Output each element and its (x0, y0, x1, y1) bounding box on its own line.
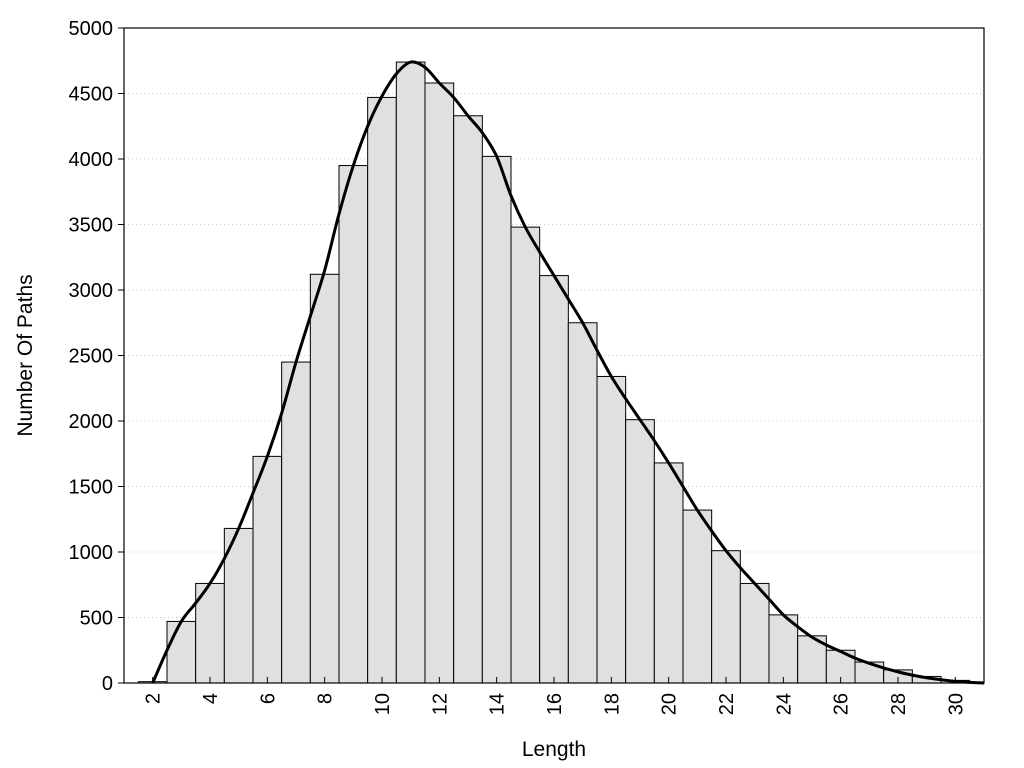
bar (739, 582, 770, 684)
x-tick-label: 12 (429, 693, 451, 715)
bar (281, 361, 311, 684)
y-tick-label: 2000 (69, 411, 114, 433)
density-curve (151, 60, 985, 685)
bar (309, 273, 340, 684)
bar (338, 165, 369, 684)
bar (481, 155, 512, 684)
x-tick-label: 26 (831, 693, 853, 715)
y-axis-ticks: 0 500 1000 1500 2000 2500 3000 3500 4000 4500 5000 (69, 18, 124, 695)
bar (195, 582, 225, 684)
y-tick-label: 2500 (69, 346, 114, 368)
bar (653, 462, 684, 684)
bar (252, 455, 283, 684)
bar (596, 375, 627, 684)
y-tick-label: 3500 (69, 215, 114, 237)
x-tick-label: 10 (372, 693, 394, 715)
y-axis-title: Number Of Paths (14, 274, 37, 436)
x-tick-label: 14 (487, 693, 509, 715)
bars (137, 61, 971, 684)
bar (166, 620, 197, 684)
x-tick-label: 2 (143, 693, 165, 704)
bar (395, 61, 426, 684)
x-axis-title: Length (522, 738, 586, 761)
bar (510, 226, 541, 684)
y-tick-label: 4000 (69, 149, 114, 171)
x-tick-label: 8 (315, 693, 337, 704)
x-tick-label: 4 (200, 693, 222, 704)
y-tick-label: 4500 (69, 84, 114, 106)
bar (682, 509, 713, 684)
x-tick-label: 6 (257, 693, 279, 704)
y-tick-label: 1000 (69, 542, 114, 564)
x-tick-label: 22 (716, 693, 738, 715)
bar (625, 419, 655, 684)
bar (567, 322, 598, 684)
bar (711, 550, 741, 684)
bar (539, 275, 569, 684)
bar (453, 115, 483, 684)
x-tick-label: 24 (773, 693, 795, 715)
x-axis-ticks: 2 4 6 8 10 12 14 16 18 20 22 24 26 28 30 (143, 677, 967, 715)
y-tick-label: 1500 (69, 477, 114, 499)
y-tick-label: 500 (80, 608, 113, 630)
density-curve-layer (151, 60, 985, 685)
x-tick-label: 30 (945, 693, 967, 715)
x-tick-label: 16 (544, 693, 566, 715)
y-tick-label: 0 (102, 673, 113, 695)
bar (424, 82, 455, 684)
x-tick-label: 18 (601, 693, 623, 715)
bar (367, 96, 397, 684)
x-tick-label: 20 (659, 693, 681, 715)
x-tick-label: 28 (888, 693, 910, 715)
y-tick-label: 5000 (69, 18, 114, 40)
y-tick-label: 3000 (69, 280, 114, 302)
gridlines (124, 93, 984, 618)
